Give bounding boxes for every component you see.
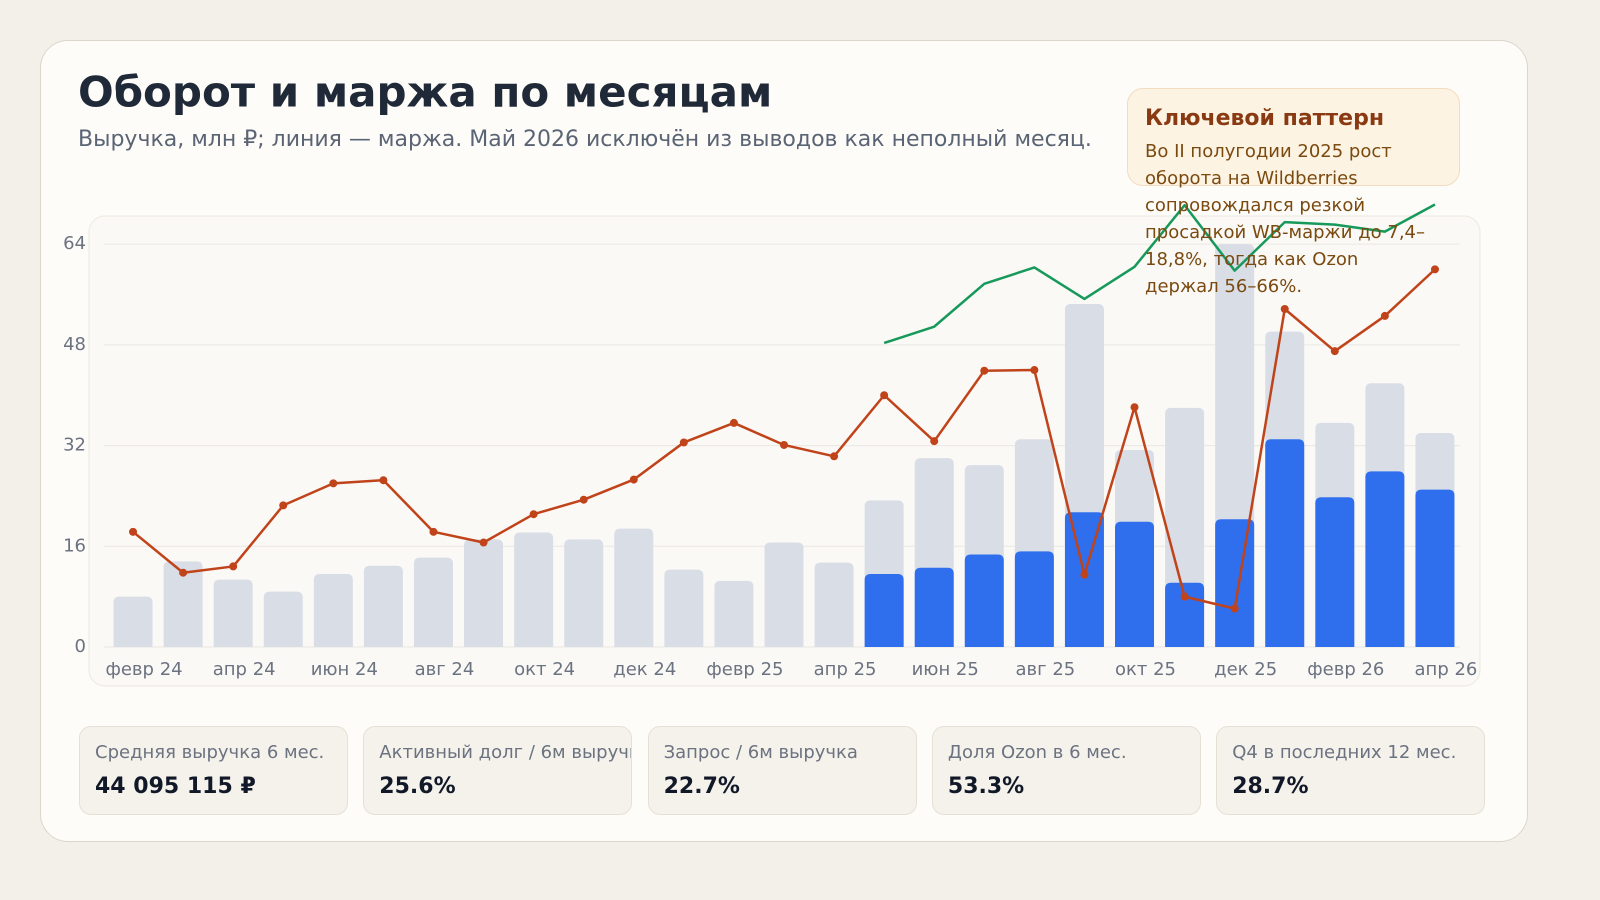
line-point	[880, 391, 889, 400]
callout-box	[1127, 88, 1460, 186]
x-tick-label: февр 25	[706, 659, 783, 680]
line-point	[930, 437, 939, 446]
x-tick-label: дек 24	[613, 659, 676, 680]
kpi-label: Доля Ozon в 6 мес.	[947, 742, 1127, 763]
kpi-value: 44 095 115 ₽	[95, 774, 256, 799]
chart-subtitle: Выручка, млн ₽; линия — маржа. Май 2026 …	[78, 127, 1092, 152]
x-tick-label: окт 24	[514, 659, 575, 680]
line-point	[579, 495, 588, 504]
line-point	[729, 418, 738, 427]
bar	[1315, 497, 1355, 647]
y-tick-label: 0	[75, 636, 86, 657]
kpi-value: 22.7%	[663, 774, 740, 799]
bar	[1265, 439, 1305, 647]
line-point	[179, 568, 188, 577]
line-point	[129, 527, 138, 536]
x-tick-label: апр 25	[814, 659, 877, 680]
line-point	[679, 438, 688, 447]
kpi-card: Запрос / 6м выручка 22.7%	[647, 726, 917, 815]
line-point	[780, 440, 788, 449]
bar	[413, 557, 453, 647]
kpi-label: Средняя выручка 6 мес.	[95, 742, 325, 763]
bar	[1365, 471, 1405, 647]
y-tick-label: 48	[63, 334, 86, 355]
bar	[464, 539, 504, 647]
bar	[514, 532, 554, 647]
line	[883, 203, 1436, 345]
x-tick-label: апр 24	[213, 659, 276, 680]
line-point	[329, 479, 338, 488]
bar	[714, 580, 754, 647]
bar	[113, 596, 153, 647]
line-point	[1080, 570, 1089, 579]
y-tick-label: 16	[63, 535, 86, 556]
x-tick-label: апр 26	[1415, 659, 1478, 680]
line-point	[1380, 311, 1389, 320]
line-point	[1030, 366, 1039, 375]
callout-title: Ключевой паттерн	[1145, 106, 1385, 131]
line-point	[1280, 305, 1289, 314]
bar	[1014, 551, 1054, 647]
x-tick-label: авг 25	[1016, 659, 1076, 680]
kpi-card: Q4 в последних 12 мес. 28.7%	[1216, 726, 1486, 815]
line-point	[1430, 265, 1439, 274]
bar	[564, 539, 604, 647]
kpi-label: Запрос / 6м выручка	[663, 742, 858, 763]
line-point	[1330, 347, 1339, 356]
bar	[764, 542, 804, 647]
kpi-value: 53.3%	[947, 774, 1025, 799]
kpi-card: Средняя выручка 6 мес. 44 095 115 ₽	[79, 726, 348, 815]
line-point	[529, 510, 538, 519]
line-point	[980, 366, 989, 375]
line-point	[229, 562, 238, 571]
bar	[614, 528, 654, 647]
line-point	[479, 538, 488, 547]
bar	[814, 562, 854, 647]
kpi-value: 28.7%	[1232, 774, 1309, 799]
kpi-card: Доля Ozon в 6 мес. 53.3%	[931, 726, 1201, 815]
line-point	[379, 476, 388, 485]
line-point	[429, 527, 438, 536]
x-tick-label: дек 25	[1214, 659, 1277, 680]
bar	[363, 565, 403, 647]
bar	[1115, 521, 1155, 647]
x-tick-label: июн 24	[311, 659, 378, 680]
x-tick-label: окт 25	[1115, 659, 1176, 680]
bar	[1215, 519, 1255, 647]
line-point	[1230, 604, 1239, 613]
bar	[263, 591, 303, 647]
x-tick-label: февр 26	[1307, 659, 1384, 680]
x-tick-label: февр 24	[105, 659, 182, 680]
bar	[864, 573, 904, 647]
y-tick-label: 64	[63, 233, 86, 254]
kpi-label: Активный долг / 6м выручка	[379, 742, 633, 763]
callout-text: Во II полугодии 2025 рост оборота на Wil…	[1145, 141, 1426, 297]
line-point	[830, 452, 839, 461]
chart-title: Оборот и маржа по месяцам	[78, 68, 772, 117]
kpi-value: 25.6%	[379, 774, 456, 799]
line-point	[629, 475, 638, 484]
line-point	[279, 501, 288, 510]
x-tick-label: авг 24	[415, 659, 475, 680]
bar	[964, 554, 1004, 647]
line-point	[1180, 592, 1189, 601]
bar	[1415, 489, 1455, 647]
bar	[914, 567, 954, 647]
bar	[163, 561, 203, 647]
bar	[313, 573, 353, 647]
bar	[213, 579, 253, 647]
kpi-label: Q4 в последних 12 мес.	[1232, 742, 1457, 763]
line-point	[1130, 403, 1139, 412]
kpi-card: Активный долг / 6м выручка 25.6%	[363, 726, 633, 815]
bar	[664, 569, 704, 647]
y-tick-label: 32	[63, 435, 86, 456]
x-tick-label: июн 25	[912, 659, 979, 680]
